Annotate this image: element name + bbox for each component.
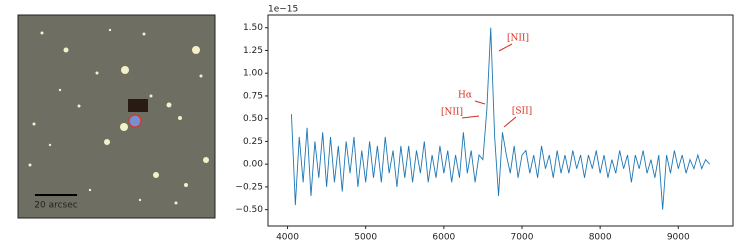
image-frame — [17, 14, 216, 219]
x-tick-label: 7000 — [511, 233, 534, 242]
y-tick-label: 0.75 — [243, 91, 263, 101]
annotation-arrow — [474, 100, 486, 105]
annotation: [NII] — [507, 34, 529, 44]
x-tick-label: 6000 — [432, 233, 455, 242]
y-tick-label: 0.25 — [243, 137, 263, 147]
y-tick-label: 1.00 — [243, 69, 263, 79]
y-tick-label: −0.50 — [235, 205, 263, 215]
plot-frame — [267, 14, 734, 227]
x-tick-label: 5000 — [354, 233, 377, 242]
source-label-box — [128, 99, 148, 112]
y-tick-label: 1.50 — [243, 23, 263, 33]
annotation-arrow — [498, 43, 513, 52]
annotation: Hα — [458, 91, 472, 101]
x-tick-label: 8000 — [589, 233, 612, 242]
annotation: [NII] — [441, 108, 463, 118]
target-marker — [128, 114, 142, 128]
annotation-arrow — [503, 116, 517, 128]
spectrum-line — [290, 27, 710, 210]
y-tick-label: 0.00 — [243, 160, 263, 170]
annotation-arrow — [461, 115, 480, 119]
offset-label: 1e−15 — [268, 5, 298, 15]
y-tick-label: −0.25 — [235, 182, 263, 192]
scale-label: 20 arcsec — [34, 201, 78, 211]
stars — [28, 28, 209, 205]
annotation: [SII] — [512, 107, 532, 117]
x-tick-label: 9000 — [667, 233, 690, 242]
y-tick-label: 0.50 — [243, 114, 263, 124]
y-tick-label: 1.25 — [243, 46, 263, 56]
x-tick-label: 4000 — [276, 233, 299, 242]
sky-image: 20 arcsec — [17, 14, 216, 219]
